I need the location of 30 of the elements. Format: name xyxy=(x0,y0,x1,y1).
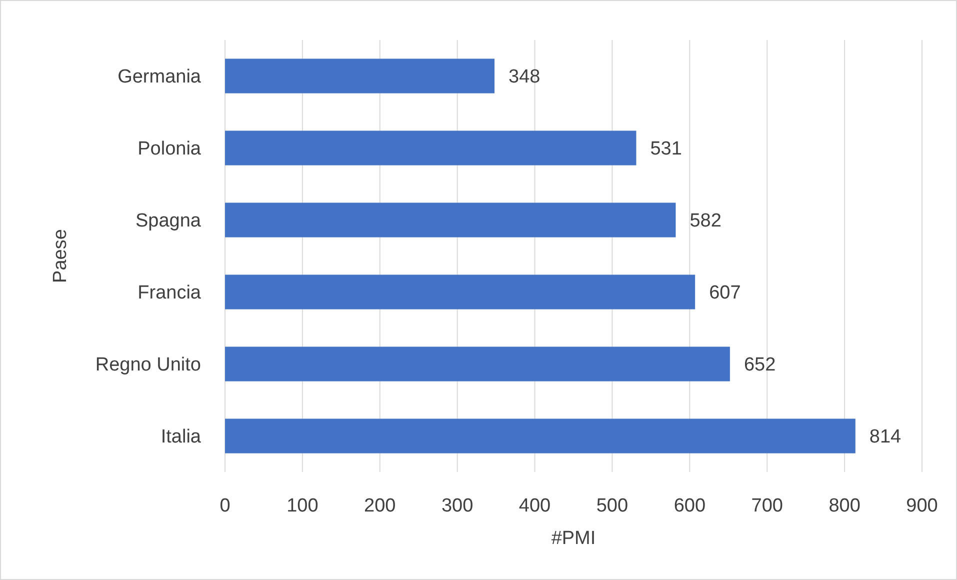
x-tick-label: 400 xyxy=(518,496,551,517)
data-label: 652 xyxy=(744,354,776,376)
x-tick-label: 800 xyxy=(828,496,860,517)
bar xyxy=(225,202,676,238)
x-tick-label: 300 xyxy=(441,496,474,517)
y-tick-label: Italia xyxy=(160,426,202,448)
x-tick-label: 200 xyxy=(364,496,396,517)
x-tick-label: 900 xyxy=(906,496,938,517)
x-tick-label: 500 xyxy=(596,496,628,517)
bar xyxy=(225,346,730,382)
data-label: 531 xyxy=(650,138,682,160)
data-label: 582 xyxy=(690,210,722,232)
y-tick-label: Regno Unito xyxy=(95,354,201,376)
bar xyxy=(225,58,495,94)
x-tick-label: 0 xyxy=(220,496,230,517)
bar xyxy=(225,418,856,454)
x-tick-label: 700 xyxy=(751,496,783,517)
y-tick-label: Spagna xyxy=(135,210,202,232)
bar xyxy=(225,274,696,310)
data-label: 348 xyxy=(508,66,540,88)
x-tick-label: 100 xyxy=(286,496,318,517)
x-axis-title: #PMI xyxy=(551,528,596,549)
data-label: 607 xyxy=(709,282,741,304)
data-label: 814 xyxy=(869,426,902,448)
y-tick-label: Francia xyxy=(138,282,202,304)
y-tick-label: Germania xyxy=(118,66,202,88)
y-axis-title: Paese xyxy=(50,229,71,283)
x-tick-label: 600 xyxy=(674,496,706,517)
y-tick-label: Polonia xyxy=(138,138,202,160)
bar xyxy=(225,130,636,166)
